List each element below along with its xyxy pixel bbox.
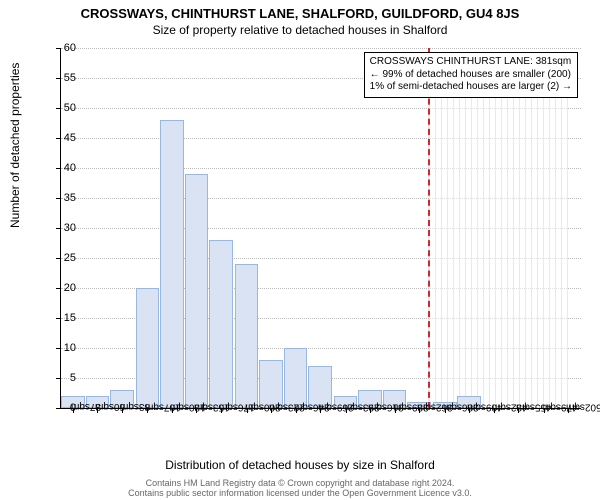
footer-text: Contains HM Land Registry data © Crown c… (0, 478, 600, 498)
y-tick-label: 60 (46, 42, 76, 54)
y-tick-label: 15 (46, 312, 76, 324)
y-tick-label: 40 (46, 162, 76, 174)
y-tick-label: 25 (46, 252, 76, 264)
histogram-bar (284, 348, 308, 408)
histogram-bar (235, 264, 259, 408)
histogram-bar (209, 240, 233, 408)
y-tick-label: 20 (46, 282, 76, 294)
gridline (61, 48, 581, 49)
footer-line1: Contains HM Land Registry data © Crown c… (146, 478, 455, 488)
x-axis-label: Distribution of detached houses by size … (0, 458, 600, 472)
chart-title: CROSSWAYS, CHINTHURST LANE, SHALFORD, GU… (0, 0, 600, 21)
histogram-bar (185, 174, 209, 408)
y-tick-label: 55 (46, 72, 76, 84)
y-axis-label: Number of detached properties (8, 63, 22, 228)
annotation-line1: CROSSWAYS CHINTHURST LANE: 381sqm (370, 56, 572, 69)
y-tick-label: 45 (46, 132, 76, 144)
y-tick-label: 10 (46, 342, 76, 354)
larger-region-hatch (428, 78, 569, 408)
annotation-line3: 1% of semi-detached houses are larger (2… (370, 81, 572, 94)
histogram-bar (136, 288, 160, 408)
y-tick-label: 5 (46, 372, 76, 384)
footer-line2: Contains public sector information licen… (128, 488, 472, 498)
annotation-line2: ← 99% of detached houses are smaller (20… (370, 69, 572, 82)
chart-subtitle: Size of property relative to detached ho… (0, 21, 600, 37)
annotation-box: CROSSWAYS CHINTHURST LANE: 381sqm← 99% o… (364, 52, 578, 98)
plot-area (60, 48, 581, 409)
y-tick-label: 50 (46, 102, 76, 114)
property-marker-line (428, 48, 430, 408)
y-tick-label: 30 (46, 222, 76, 234)
histogram-bar (160, 120, 184, 408)
chart-container: CROSSWAYS, CHINTHURST LANE, SHALFORD, GU… (0, 0, 600, 500)
y-tick-label: 35 (46, 192, 76, 204)
